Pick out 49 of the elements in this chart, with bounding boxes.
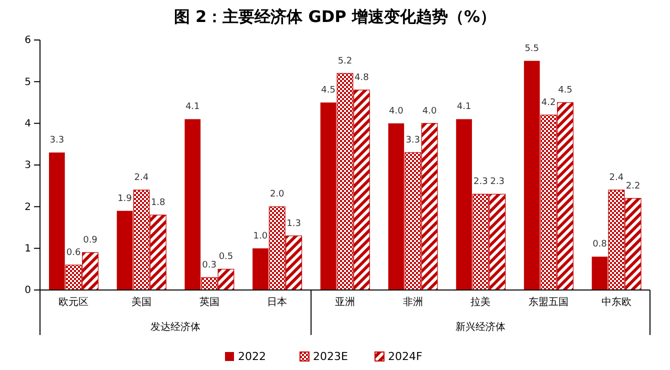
- data-label: 0.6: [66, 248, 82, 258]
- data-label: 1.9: [118, 194, 132, 204]
- data-label: 2.2: [626, 181, 640, 192]
- data-label: 5.5: [524, 44, 540, 54]
- data-label: 2.0: [270, 190, 285, 200]
- x-tick-label: 英国: [199, 296, 220, 308]
- data-label: 1.8: [150, 198, 166, 208]
- x-tick-label: 拉美: [470, 296, 491, 308]
- y-tick-label: 6: [24, 35, 31, 46]
- x-tick-label: 欧元区: [58, 297, 89, 308]
- data-label: 4.0: [422, 106, 437, 116]
- data-label: 4.1: [185, 102, 200, 112]
- y-tick-label: 4: [24, 118, 31, 130]
- data-label: 2.3: [490, 177, 505, 188]
- data-label: 2.4: [134, 173, 149, 183]
- data-label: 0.8: [592, 240, 608, 250]
- x-tick-label: 中东欧: [601, 296, 632, 308]
- x-tick-label: 美国: [131, 296, 152, 308]
- data-label: 0.9: [83, 236, 98, 246]
- y-tick-label: 2: [24, 202, 31, 213]
- x-tick-label: 东盟五国: [528, 296, 569, 308]
- data-label: 4.5: [321, 86, 336, 96]
- x-tick-label: 日本: [267, 296, 288, 308]
- x-tick-label: 非洲: [402, 296, 423, 308]
- data-label: 4.2: [541, 98, 556, 108]
- data-label: 1.3: [286, 218, 301, 229]
- x-tick-label: 亚洲: [335, 296, 355, 308]
- data-label: 4.0: [389, 106, 404, 116]
- data-label: 4.5: [558, 86, 572, 96]
- y-tick-label: 1: [24, 244, 31, 255]
- legend-label: 2024F: [388, 350, 422, 363]
- data-label: 3.3: [406, 136, 420, 146]
- data-label: 1.0: [253, 231, 268, 242]
- data-label: 4.1: [456, 102, 472, 112]
- chart-title: 图 2：主要经济体 GDP 增速变化趋势（%）: [174, 7, 496, 26]
- y-tick-label: 3: [24, 160, 31, 172]
- data-label: 4.8: [354, 73, 370, 83]
- y-tick-label: 0: [24, 285, 31, 296]
- data-label: 2.4: [609, 173, 624, 183]
- text: 新兴经济体: [456, 321, 506, 333]
- data-label: 3.3: [50, 136, 64, 146]
- data-label: 2.3: [474, 177, 488, 188]
- text: 发达经济体: [150, 321, 201, 333]
- data-label: 0.3: [202, 260, 216, 270]
- data-label: 0.5: [218, 252, 234, 262]
- y-tick-label: 5: [24, 76, 31, 88]
- data-label: 5.2: [338, 56, 352, 66]
- legend-label: 2023E: [313, 350, 348, 363]
- legend-label: 2022: [238, 350, 266, 363]
